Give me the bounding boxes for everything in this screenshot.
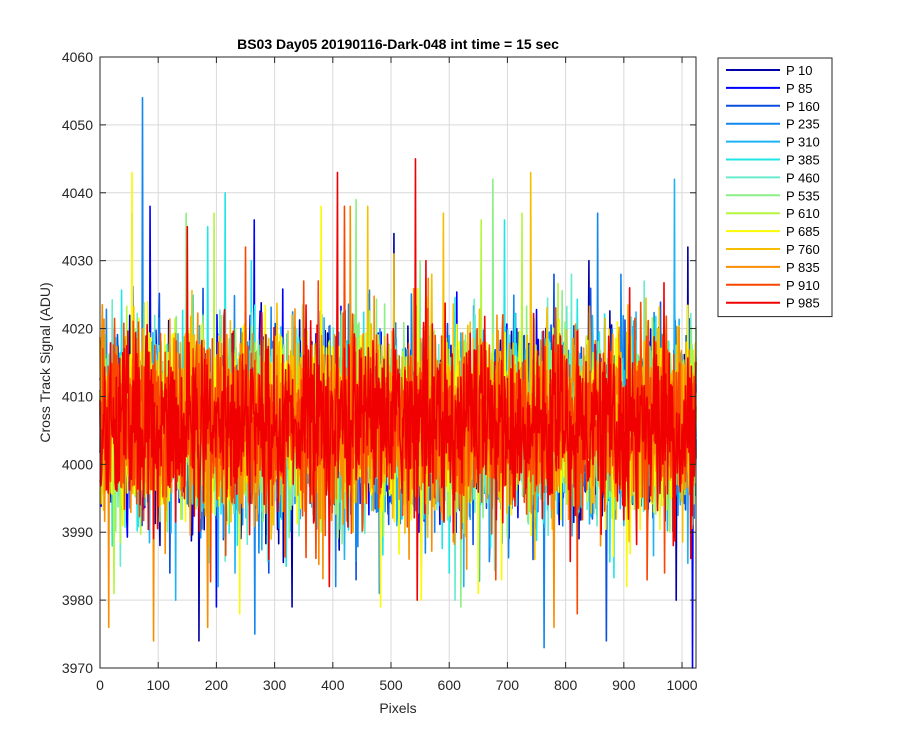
legend-item: P 85 <box>726 81 813 96</box>
x-tick-label: 400 <box>321 677 345 693</box>
chart-title: BS03 Day05 20190116-Dark-048 int time = … <box>237 36 559 52</box>
x-axis-label: Pixels <box>379 700 416 716</box>
y-tick-label: 4030 <box>62 253 93 269</box>
x-tick-label: 1000 <box>666 677 697 693</box>
legend-label: P 835 <box>786 260 820 275</box>
legend-label: P 310 <box>786 135 820 150</box>
legend-item: P 985 <box>726 296 820 311</box>
y-tick-label: 4010 <box>62 388 93 404</box>
y-tick-label: 3990 <box>62 524 93 540</box>
series-line-13 <box>99 205 697 615</box>
y-tick-label: 4060 <box>62 49 93 65</box>
legend: P 10 P 85 P 160 P 235 P 310 P 385 P 460 P 535 P … <box>717 57 833 318</box>
legend-label: P 910 <box>786 278 820 293</box>
legend-label: P 760 <box>786 242 820 257</box>
x-tick-label: 700 <box>496 677 520 693</box>
y-tick-label: 4050 <box>62 117 93 133</box>
y-tick-label: 4020 <box>62 321 93 337</box>
legend-label: P 385 <box>786 153 820 168</box>
legend-label: P 685 <box>786 224 820 239</box>
legend-item: P 385 <box>726 153 820 168</box>
y-tick-label: 3970 <box>62 660 93 676</box>
legend-label: P 610 <box>786 206 820 221</box>
x-tick-label: 900 <box>612 677 636 693</box>
legend-item: P 610 <box>726 206 820 221</box>
legend-box <box>717 57 833 318</box>
x-tick-label: 0 <box>96 677 104 693</box>
legend-item: P 310 <box>726 135 820 150</box>
legend-label: P 235 <box>786 117 820 132</box>
y-tick-label: 4040 <box>62 185 93 201</box>
legend-item: P 10 <box>726 63 813 78</box>
y-tick-label: 3980 <box>62 592 93 608</box>
y-tick-label: 4000 <box>62 456 93 472</box>
x-tick-label: 200 <box>205 677 229 693</box>
legend-label: P 10 <box>786 63 813 78</box>
legend-item: P 160 <box>726 99 820 114</box>
x-tick-label: 600 <box>438 677 462 693</box>
x-tick-label: 800 <box>554 677 578 693</box>
x-tick-label: 500 <box>379 677 403 693</box>
legend-item: P 910 <box>726 278 820 293</box>
legend-item: P 760 <box>726 242 820 257</box>
x-tick-label: 300 <box>263 677 287 693</box>
legend-label: P 85 <box>786 81 813 96</box>
legend-item: P 535 <box>726 188 820 203</box>
legend-label: P 160 <box>786 99 820 114</box>
legend-item: P 235 <box>726 117 820 132</box>
y-axis-label: Cross Track Signal (ADU) <box>37 282 53 442</box>
axes-ticks: 0 100 200 300 400 500 600 700 800 900 1000 3970 3980… <box>62 49 698 693</box>
legend-label: P 985 <box>786 296 820 311</box>
plot-frame <box>99 56 697 669</box>
legend-item: P 685 <box>726 224 820 239</box>
legend-item: P 835 <box>726 260 820 275</box>
series-line-14 <box>99 158 697 601</box>
legend-item: P 460 <box>726 170 820 185</box>
legend-label: P 535 <box>786 188 820 203</box>
data-lines <box>99 96 697 669</box>
legend-label: P 460 <box>786 170 820 185</box>
x-tick-label: 100 <box>147 677 171 693</box>
